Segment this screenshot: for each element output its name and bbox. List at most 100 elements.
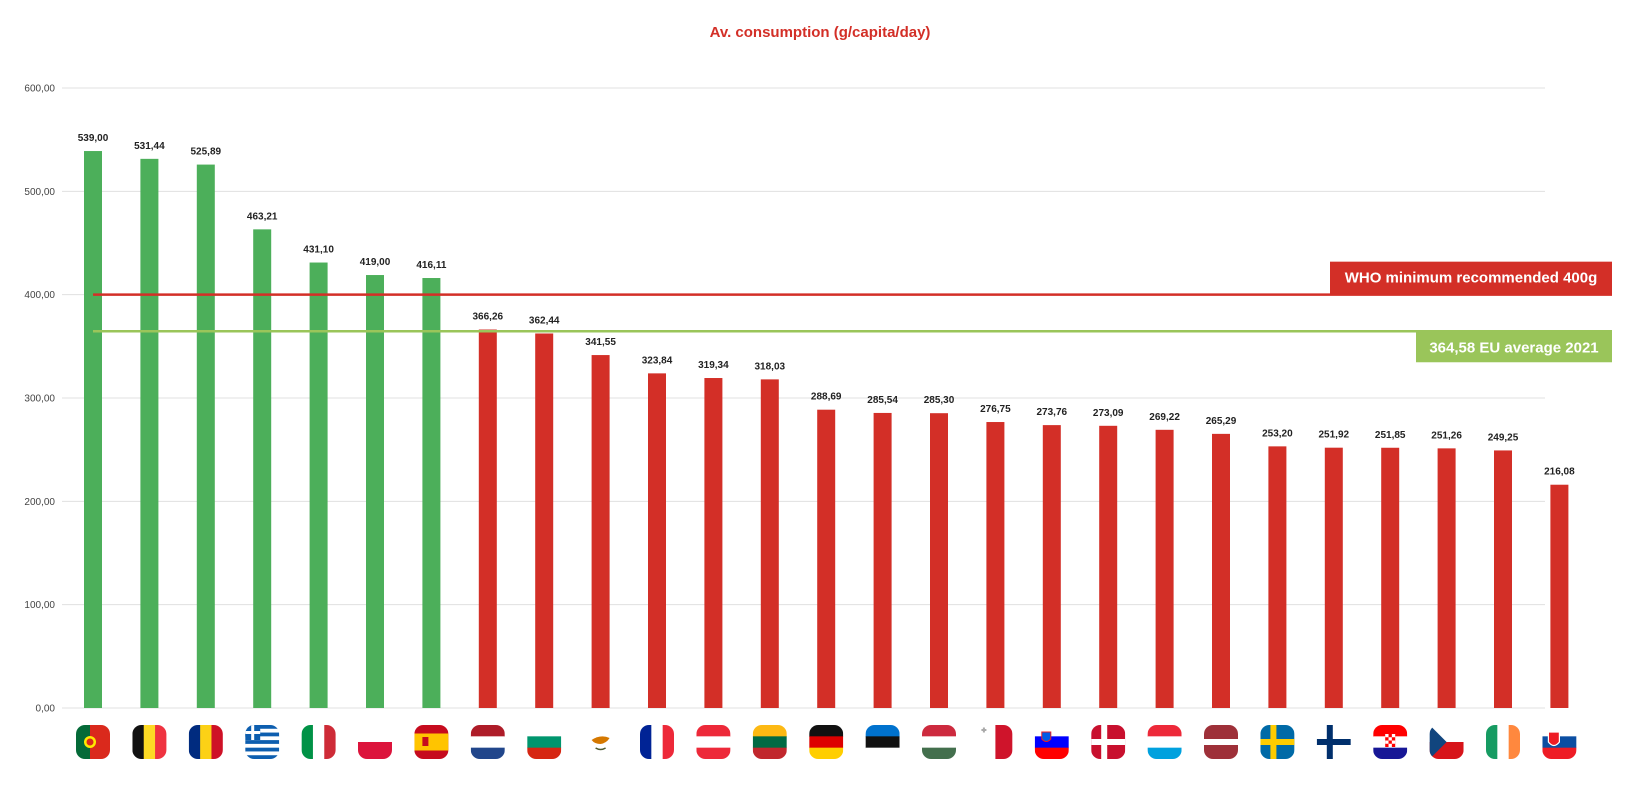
reference-label: WHO minimum recommended 400g — [1345, 270, 1598, 287]
bar-finland — [1324, 447, 1343, 708]
data-label: 362,44 — [529, 315, 560, 326]
czechia-flag-icon — [1429, 725, 1464, 759]
portugal-flag-icon — [76, 725, 110, 759]
data-label: 285,30 — [924, 395, 955, 406]
italy-flag-icon — [301, 725, 336, 759]
ireland-flag-icon — [1486, 725, 1520, 759]
data-label: 251,26 — [1431, 430, 1462, 441]
country-flags — [76, 725, 1577, 759]
data-label: 531,44 — [134, 141, 165, 152]
bar-romania — [196, 164, 215, 709]
data-label: 463,21 — [247, 211, 278, 222]
bars — [84, 151, 1569, 709]
gridlines — [62, 87, 1545, 709]
romania-flag-icon — [188, 725, 223, 759]
denmark-flag-icon — [1091, 725, 1126, 759]
data-label: 273,76 — [1037, 407, 1068, 418]
data-label: 251,85 — [1375, 430, 1406, 441]
data-label: 525,89 — [191, 147, 222, 158]
bar-latvia — [1212, 433, 1230, 708]
slovenia-flag-icon — [1034, 725, 1069, 759]
netherlands-flag-icon — [470, 725, 505, 759]
estonia-flag-icon — [865, 725, 900, 759]
bar-portugal — [84, 151, 102, 709]
bar-italy — [309, 262, 328, 708]
data-label: 431,10 — [303, 245, 334, 256]
latvia-flag-icon — [1204, 725, 1238, 759]
data-label: 216,08 — [1544, 467, 1575, 478]
data-label: 269,22 — [1149, 412, 1180, 423]
y-tick-label: 500,00 — [24, 187, 55, 198]
hungary-flag-icon — [922, 725, 956, 759]
data-label: 253,20 — [1262, 428, 1293, 439]
data-label: 288,69 — [811, 392, 842, 403]
bar-spain — [422, 278, 441, 708]
bar-austria — [704, 378, 723, 708]
reference-lines: WHO minimum recommended 400g 364,58 EU av… — [93, 261, 1612, 363]
data-label: 251,92 — [1319, 430, 1350, 441]
bulgaria-flag-icon — [527, 725, 562, 759]
germany-flag-icon — [809, 725, 844, 759]
data-label: 539,00 — [78, 133, 109, 144]
lithuania-flag-icon — [752, 725, 787, 759]
data-label: 285,54 — [867, 395, 898, 406]
cyprus-flag-icon — [583, 725, 618, 759]
bar-slovenia — [1042, 425, 1061, 708]
data-label: 319,34 — [698, 360, 729, 371]
y-tick-label: 200,00 — [24, 497, 55, 508]
austria-flag-icon — [696, 725, 731, 759]
data-label: 341,55 — [585, 337, 616, 348]
bar-ireland — [1494, 450, 1512, 708]
data-labels: 539,00 531,44 525,89 463,21 431,10 419,00 416,… — [78, 133, 1575, 478]
reference-label-box — [1416, 332, 1612, 363]
bar-lithuania — [760, 379, 779, 708]
poland-flag-icon — [358, 725, 392, 759]
bar-bulgaria — [535, 333, 554, 708]
data-label: 419,00 — [360, 257, 391, 268]
bar-croatia — [1381, 447, 1400, 708]
reference-label: 364,58 EU average 2021 — [1429, 339, 1598, 356]
y-tick-label: 100,00 — [24, 600, 55, 611]
luxembourg-flag-icon — [1147, 725, 1182, 759]
bar-czechia — [1437, 448, 1456, 708]
bar-greece — [253, 229, 272, 708]
bar-cyprus — [591, 355, 610, 708]
data-label: 366,26 — [473, 312, 504, 323]
data-label: 416,11 — [416, 260, 446, 271]
who-reference-line: WHO minimum recommended 400g — [93, 261, 1612, 296]
malta-flag-icon — [978, 725, 1013, 759]
bar-slovakia — [1550, 484, 1569, 708]
sweden-flag-icon — [1260, 725, 1295, 759]
data-label: 318,03 — [755, 361, 786, 372]
y-axis-ticks: 0,00 100,00 200,00 300,00 400,00 500,00 600,00 — [24, 84, 55, 715]
spain-flag-icon — [414, 725, 449, 759]
bar-poland — [366, 275, 384, 708]
bar-estonia — [873, 412, 892, 708]
y-tick-label: 400,00 — [24, 290, 55, 301]
slovakia-flag-icon — [1542, 725, 1577, 759]
data-label: 276,75 — [980, 404, 1011, 415]
y-tick-label: 300,00 — [24, 394, 55, 405]
bar-hungary — [930, 413, 948, 708]
bar-malta — [986, 422, 1005, 708]
bar-sweden — [1268, 446, 1287, 708]
y-tick-label: 600,00 — [24, 84, 55, 95]
bar-luxembourg — [1155, 429, 1174, 708]
belgium-flag-icon — [132, 725, 167, 759]
data-label: 323,84 — [642, 355, 673, 366]
data-label: 273,09 — [1093, 408, 1124, 419]
y-tick-label: 0,00 — [36, 704, 56, 715]
reference-label-box — [1330, 261, 1612, 294]
bar-denmark — [1099, 425, 1118, 708]
bar-belgium — [140, 158, 159, 708]
bar-france — [648, 373, 666, 708]
chart-title: Av. consumption (g/capita/day) — [710, 24, 931, 41]
bar-netherlands — [478, 329, 497, 708]
bar-germany — [817, 409, 836, 708]
data-label: 265,29 — [1206, 416, 1237, 427]
data-label: 249,25 — [1488, 432, 1519, 443]
greece-flag-icon — [245, 725, 280, 759]
eu-average-line: 364,58 EU average 2021 — [93, 330, 1612, 363]
finland-flag-icon — [1316, 725, 1351, 759]
